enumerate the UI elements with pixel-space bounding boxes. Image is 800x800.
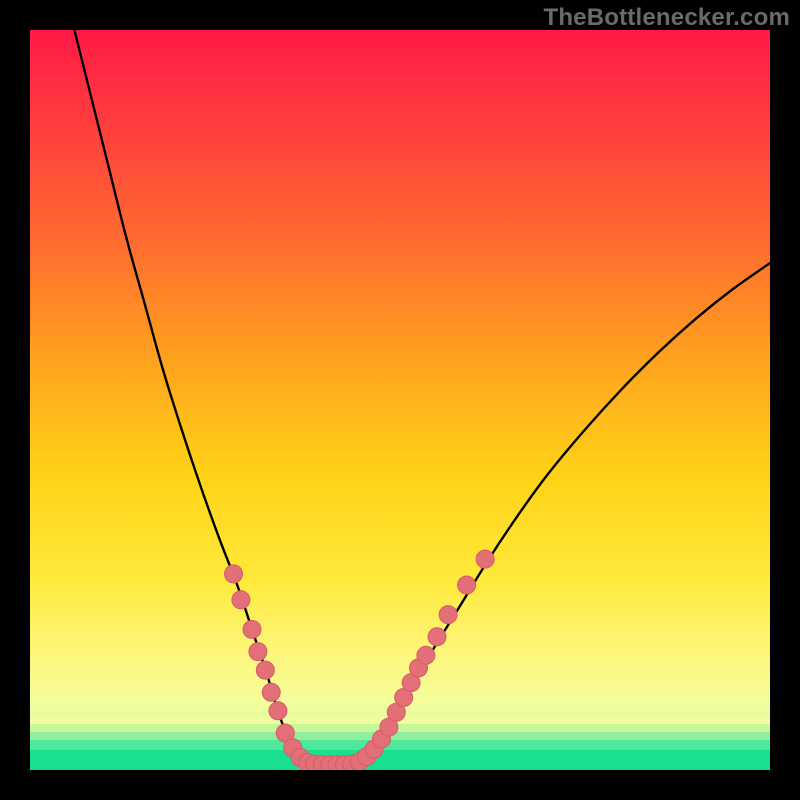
data-marker	[262, 683, 280, 701]
plot-background	[30, 30, 770, 770]
data-marker	[269, 702, 287, 720]
data-marker	[417, 646, 435, 664]
data-marker	[232, 591, 250, 609]
data-marker	[428, 628, 446, 646]
chart-svg	[0, 0, 800, 800]
data-marker	[439, 606, 457, 624]
data-marker	[249, 643, 267, 661]
data-marker	[243, 620, 261, 638]
chart-stage: TheBottlenecker.com	[0, 0, 800, 800]
data-marker	[225, 565, 243, 583]
watermark-text: TheBottlenecker.com	[543, 4, 790, 32]
bottom-bands	[30, 716, 770, 770]
data-marker	[458, 576, 476, 594]
data-marker	[476, 550, 494, 568]
data-marker	[256, 661, 274, 679]
